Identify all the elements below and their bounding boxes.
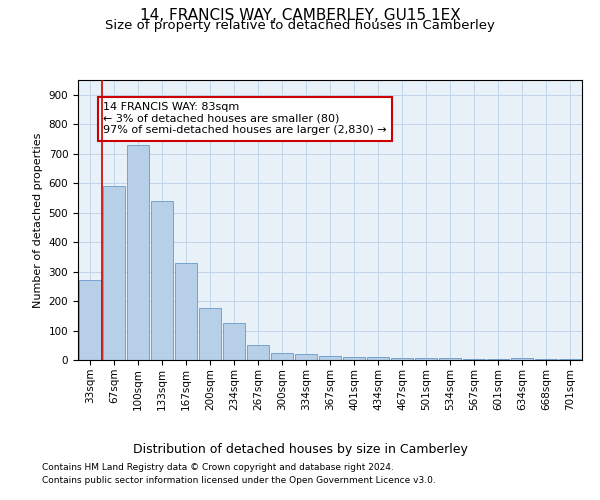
Text: Size of property relative to detached houses in Camberley: Size of property relative to detached ho… [105,19,495,32]
Text: Distribution of detached houses by size in Camberley: Distribution of detached houses by size … [133,442,467,456]
Bar [439,358,461,360]
Bar [223,323,245,360]
Text: 14 FRANCIS WAY: 83sqm
← 3% of detached houses are smaller (80)
97% of semi-detac: 14 FRANCIS WAY: 83sqm ← 3% of detached h… [103,102,387,136]
Bar [127,145,149,360]
Bar [343,357,365,360]
Bar [319,356,341,360]
Bar [511,358,533,360]
Bar [247,346,269,360]
Bar [391,358,413,360]
Bar [295,354,317,360]
Bar [463,358,485,360]
Bar [151,201,173,360]
Bar [535,359,557,360]
Bar [175,262,197,360]
Text: Contains HM Land Registry data © Crown copyright and database right 2024.: Contains HM Land Registry data © Crown c… [42,464,394,472]
Bar [79,280,101,360]
Bar [415,358,437,360]
Text: Contains public sector information licensed under the Open Government Licence v3: Contains public sector information licen… [42,476,436,485]
Bar [487,359,509,360]
Bar [367,357,389,360]
Y-axis label: Number of detached properties: Number of detached properties [33,132,43,308]
Bar [103,186,125,360]
Bar [271,352,293,360]
Text: 14, FRANCIS WAY, CAMBERLEY, GU15 1EX: 14, FRANCIS WAY, CAMBERLEY, GU15 1EX [140,8,460,22]
Bar [199,308,221,360]
